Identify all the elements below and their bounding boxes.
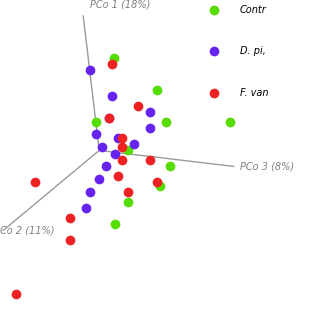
Text: PCo 1 (18%): PCo 1 (18%)	[90, 0, 150, 10]
Text: PCo 3 (8%): PCo 3 (8%)	[240, 161, 294, 172]
Text: Contr: Contr	[240, 4, 267, 15]
Text: Co 2 (11%): Co 2 (11%)	[0, 225, 54, 236]
Text: D. pi,: D. pi,	[240, 46, 266, 56]
Text: F. van: F. van	[240, 88, 268, 98]
